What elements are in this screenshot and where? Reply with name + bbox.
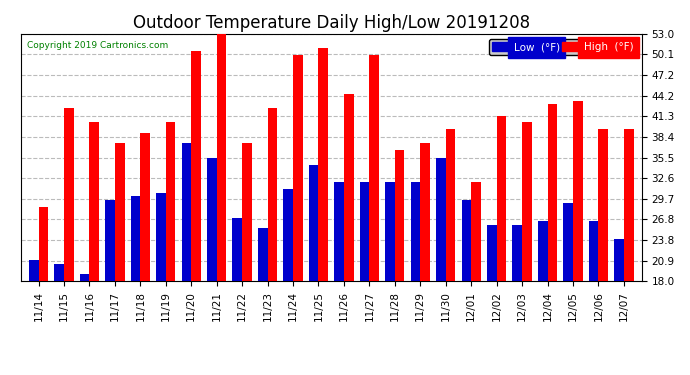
Bar: [242, 143, 252, 281]
Bar: [156, 193, 166, 281]
Bar: [513, 225, 522, 281]
Bar: [589, 221, 598, 281]
Bar: [29, 260, 39, 281]
Bar: [191, 51, 201, 281]
Bar: [487, 225, 497, 281]
Bar: [181, 143, 191, 281]
Bar: [334, 182, 344, 281]
Bar: [319, 48, 328, 281]
Bar: [385, 182, 395, 281]
Bar: [309, 165, 319, 281]
Bar: [436, 158, 446, 281]
Bar: [55, 264, 64, 281]
Bar: [115, 143, 124, 281]
Bar: [39, 207, 48, 281]
Bar: [207, 158, 217, 281]
Bar: [563, 204, 573, 281]
Bar: [548, 105, 558, 281]
Bar: [522, 122, 532, 281]
Bar: [446, 129, 455, 281]
Bar: [293, 55, 303, 281]
Bar: [573, 101, 582, 281]
Bar: [258, 228, 268, 281]
Bar: [369, 55, 379, 281]
Bar: [90, 122, 99, 281]
Bar: [344, 94, 353, 281]
Bar: [598, 129, 608, 281]
Bar: [284, 189, 293, 281]
Bar: [130, 196, 140, 281]
Bar: [233, 217, 242, 281]
Legend: Low  (°F), High  (°F): Low (°F), High (°F): [489, 39, 636, 56]
Bar: [614, 239, 624, 281]
Bar: [166, 122, 175, 281]
Bar: [471, 182, 481, 281]
Bar: [411, 182, 420, 281]
Bar: [359, 182, 369, 281]
Bar: [217, 34, 226, 281]
Bar: [497, 117, 506, 281]
Bar: [105, 200, 115, 281]
Bar: [64, 108, 74, 281]
Bar: [80, 274, 90, 281]
Text: Copyright 2019 Cartronics.com: Copyright 2019 Cartronics.com: [27, 41, 168, 50]
Bar: [462, 200, 471, 281]
Bar: [624, 129, 633, 281]
Bar: [268, 108, 277, 281]
Bar: [538, 221, 548, 281]
Bar: [395, 150, 404, 281]
Bar: [420, 143, 430, 281]
Bar: [140, 133, 150, 281]
Title: Outdoor Temperature Daily High/Low 20191208: Outdoor Temperature Daily High/Low 20191…: [132, 14, 530, 32]
